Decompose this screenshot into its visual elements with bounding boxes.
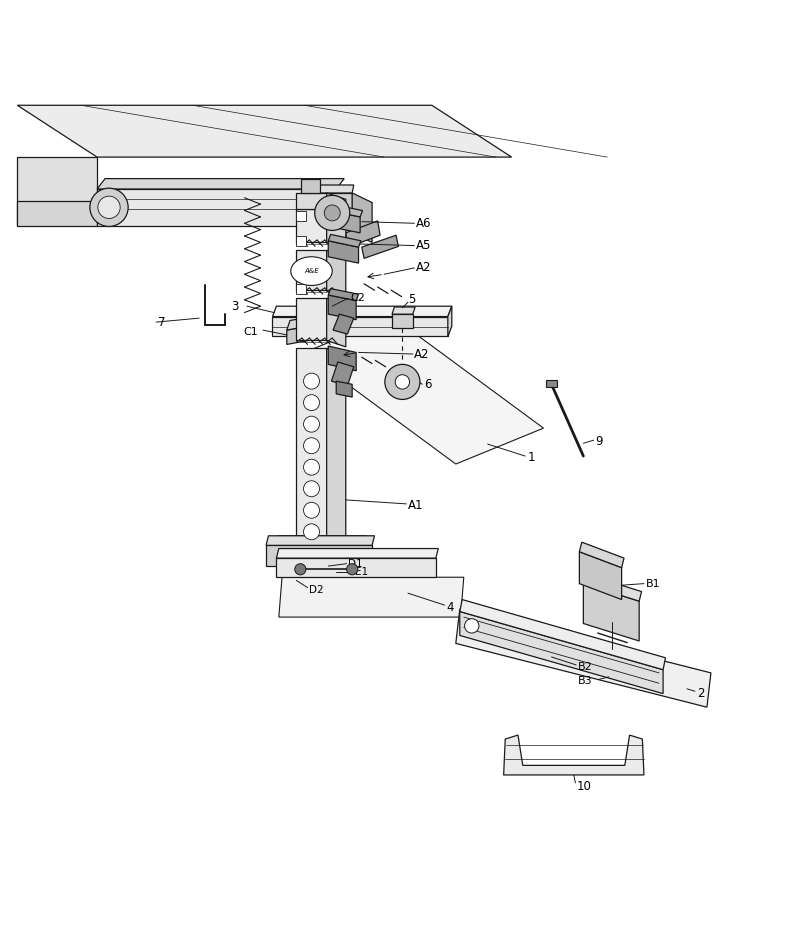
Polygon shape (460, 599, 666, 669)
Circle shape (98, 196, 120, 218)
Polygon shape (277, 546, 364, 558)
Polygon shape (296, 298, 326, 341)
Text: 1: 1 (527, 451, 535, 464)
Polygon shape (296, 211, 306, 221)
Text: A&E: A&E (304, 268, 319, 274)
Polygon shape (18, 106, 512, 157)
Text: 7: 7 (158, 315, 166, 329)
Polygon shape (392, 314, 413, 329)
Polygon shape (331, 362, 354, 386)
Polygon shape (266, 536, 374, 546)
Text: A1: A1 (408, 499, 423, 512)
Polygon shape (296, 250, 326, 290)
Text: 3: 3 (231, 299, 238, 312)
Polygon shape (328, 234, 361, 247)
Text: A2: A2 (414, 347, 430, 361)
Polygon shape (277, 536, 366, 546)
Polygon shape (328, 241, 358, 263)
Polygon shape (362, 235, 398, 259)
Polygon shape (579, 551, 622, 599)
Text: C2: C2 (350, 294, 366, 303)
Polygon shape (296, 193, 326, 209)
Circle shape (294, 564, 306, 575)
Text: C1: C1 (243, 327, 258, 337)
Polygon shape (296, 284, 306, 295)
Polygon shape (18, 201, 97, 227)
Circle shape (303, 480, 319, 497)
Text: 9: 9 (595, 435, 603, 448)
Circle shape (303, 438, 319, 454)
Text: A6: A6 (416, 217, 431, 229)
Circle shape (303, 524, 319, 540)
Polygon shape (546, 379, 557, 387)
Circle shape (346, 564, 358, 575)
Polygon shape (456, 609, 711, 707)
Text: B1: B1 (646, 579, 660, 589)
Text: A2: A2 (416, 261, 431, 275)
Circle shape (303, 373, 319, 389)
Polygon shape (392, 307, 415, 314)
Polygon shape (296, 209, 326, 243)
Polygon shape (448, 306, 452, 336)
Polygon shape (328, 204, 362, 217)
Polygon shape (273, 316, 448, 336)
Circle shape (90, 188, 128, 227)
Polygon shape (583, 583, 639, 641)
Polygon shape (326, 209, 346, 249)
Circle shape (303, 416, 319, 432)
Circle shape (395, 375, 410, 389)
Polygon shape (504, 735, 644, 775)
Text: B3: B3 (578, 676, 593, 686)
Polygon shape (328, 346, 356, 371)
Polygon shape (346, 221, 380, 247)
Circle shape (465, 618, 479, 633)
Polygon shape (266, 546, 372, 566)
Text: 5: 5 (408, 294, 415, 306)
Text: A5: A5 (416, 239, 431, 252)
Text: 2: 2 (698, 687, 705, 700)
Circle shape (303, 395, 319, 411)
Polygon shape (326, 348, 346, 551)
Polygon shape (301, 178, 320, 193)
Polygon shape (286, 316, 311, 330)
Circle shape (324, 205, 340, 221)
Polygon shape (328, 211, 360, 233)
Polygon shape (286, 326, 308, 345)
Polygon shape (312, 193, 352, 233)
Polygon shape (277, 558, 436, 577)
Polygon shape (296, 236, 306, 246)
Text: B2: B2 (578, 663, 593, 672)
Polygon shape (352, 193, 372, 243)
Polygon shape (583, 574, 642, 601)
Circle shape (385, 364, 420, 399)
Polygon shape (97, 178, 344, 189)
Circle shape (303, 502, 319, 518)
Polygon shape (326, 298, 346, 346)
Polygon shape (273, 306, 452, 316)
Polygon shape (336, 381, 352, 397)
Polygon shape (326, 193, 346, 215)
Text: D2: D2 (309, 585, 324, 595)
Polygon shape (328, 289, 358, 300)
Polygon shape (279, 577, 464, 617)
Text: E1: E1 (355, 567, 369, 578)
Polygon shape (277, 548, 438, 558)
Circle shape (314, 195, 350, 230)
Polygon shape (579, 542, 624, 567)
Polygon shape (97, 189, 336, 227)
Polygon shape (333, 314, 354, 334)
Polygon shape (326, 250, 346, 296)
Polygon shape (312, 185, 354, 193)
Polygon shape (18, 157, 97, 225)
Text: D1: D1 (348, 559, 363, 568)
Text: 6: 6 (424, 378, 431, 391)
Ellipse shape (290, 257, 332, 285)
Circle shape (303, 459, 319, 475)
Text: 10: 10 (577, 780, 592, 793)
Polygon shape (296, 348, 326, 546)
Polygon shape (460, 612, 663, 694)
Polygon shape (328, 295, 356, 320)
Text: 4: 4 (446, 601, 454, 614)
Polygon shape (304, 316, 543, 464)
